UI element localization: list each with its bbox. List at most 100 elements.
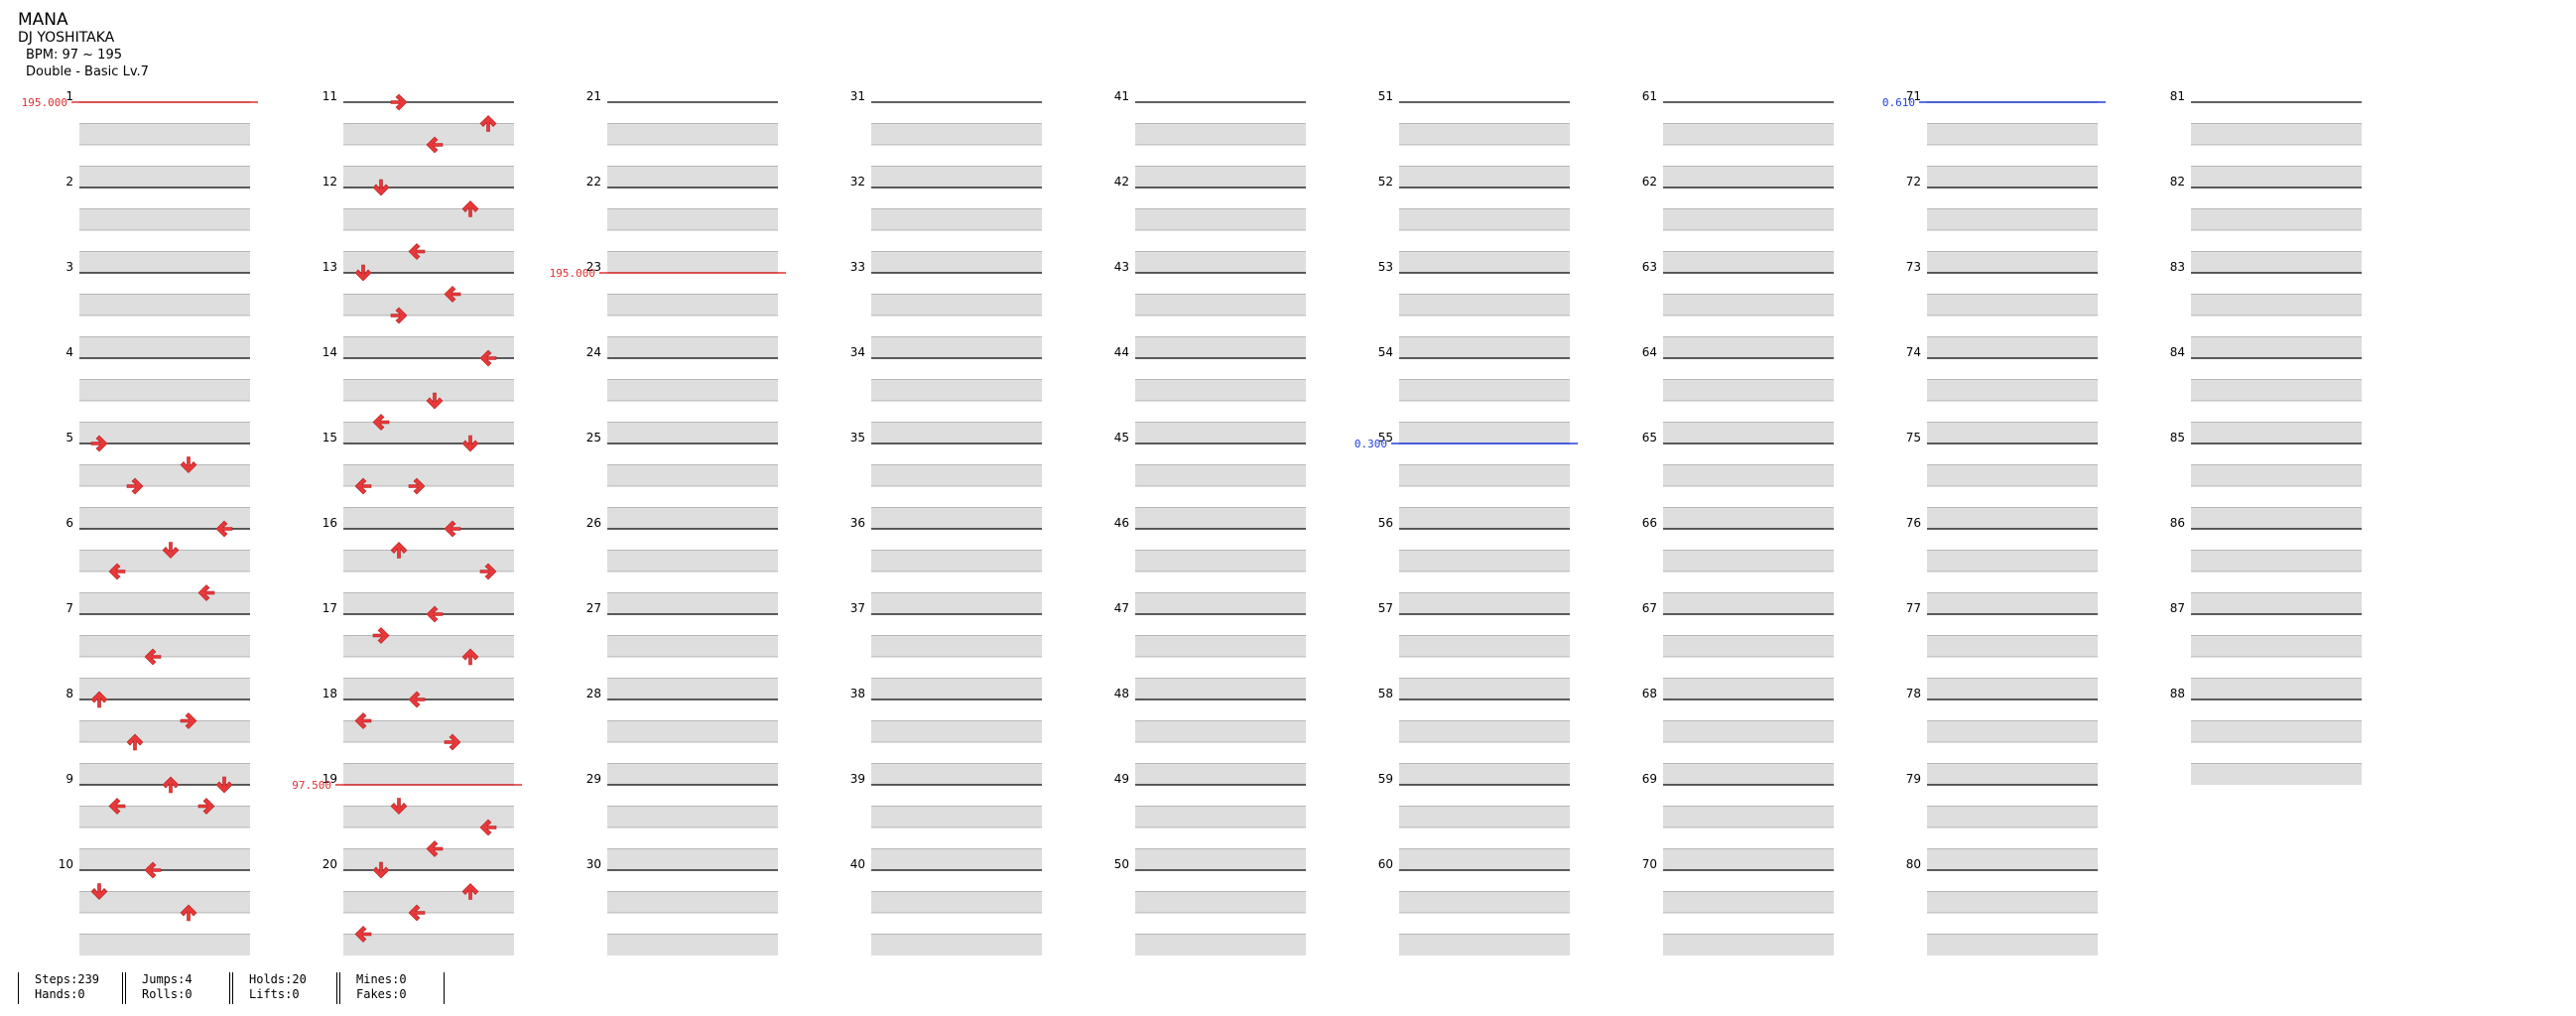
measure-52: 52 — [1378, 175, 1570, 273]
measure-81: 81 — [2170, 89, 2362, 188]
measure-56: 56 — [1378, 516, 1570, 614]
measure-number: 36 — [850, 516, 865, 530]
measure-34: 34 — [850, 345, 1042, 444]
chart-difficulty: Double - Basic Lv.7 — [26, 64, 149, 79]
measure-number: 75 — [1906, 431, 1921, 444]
measure-number: 33 — [850, 260, 865, 274]
arrow-down-icon — [215, 776, 233, 794]
stat-group-mines: Mines:0 Fakes:0 — [339, 972, 445, 1004]
beat-stripe — [79, 166, 250, 188]
measure-80: 80 — [1906, 857, 2098, 955]
beat-stripe — [1399, 507, 1570, 529]
measure-30: 30 — [586, 857, 778, 955]
arrow-up-icon — [180, 904, 197, 922]
measure-number: 11 — [322, 89, 337, 103]
stat-hands: Hands:0 — [35, 987, 85, 1001]
beat-stripe — [1135, 934, 1306, 955]
beat-stripe — [1135, 550, 1306, 572]
beat-stripe — [1927, 934, 2098, 955]
measure-13: 13 — [322, 260, 514, 358]
song-artist: DJ YOSHITAKA — [18, 30, 115, 46]
beat-stripe — [871, 251, 1042, 273]
measure-44: 44 — [1114, 345, 1306, 444]
beat-stripe — [2191, 422, 2362, 444]
measure-17: 17 — [322, 601, 514, 699]
arrow-up-icon — [162, 776, 180, 794]
arrow-up-icon — [90, 691, 108, 708]
arrow-up-icon — [126, 733, 144, 751]
beat-stripe — [343, 208, 514, 230]
beat-stripe — [1399, 550, 1570, 572]
beat-stripe — [1663, 336, 1834, 358]
beat-stripe — [1135, 166, 1306, 188]
measure-50: 50 — [1114, 857, 1306, 955]
beat-stripe — [1399, 166, 1570, 188]
beat-stripe — [1399, 891, 1570, 913]
measure-number: 43 — [1114, 260, 1129, 274]
beat-stripe — [1927, 166, 2098, 188]
measure-number: 1 — [65, 89, 73, 103]
beat-stripe — [343, 166, 514, 188]
measure-37: 37 — [850, 601, 1042, 699]
measure-number: 78 — [1906, 687, 1921, 700]
arrow-down-icon — [372, 179, 390, 196]
measure-number: 82 — [2170, 175, 2185, 189]
arrow-right-icon — [479, 563, 497, 580]
beat-stripe — [79, 294, 250, 316]
beat-stripe — [1399, 422, 1570, 444]
beat-stripe — [607, 550, 778, 572]
measure-41: 41 — [1114, 89, 1306, 188]
measure-number: 7 — [65, 601, 73, 615]
beat-stripe — [1663, 763, 1834, 785]
beat-stripe — [79, 336, 250, 358]
measure-number: 22 — [586, 175, 601, 189]
measure-38: 38 — [850, 687, 1042, 785]
measure-number: 17 — [322, 601, 337, 615]
beat-stripe — [2191, 464, 2362, 486]
beat-stripe — [1663, 422, 1834, 444]
measure-68: 68 — [1642, 687, 1834, 785]
beat-stripe — [871, 123, 1042, 145]
beat-stripe — [343, 763, 514, 785]
arrow-left-icon — [372, 414, 390, 431]
arrow-right-icon — [390, 307, 408, 324]
beat-stripe — [1663, 891, 1834, 913]
measure-number: 51 — [1378, 89, 1393, 103]
measure-9: 9 — [65, 772, 250, 870]
measure-71: 71 — [1906, 89, 2098, 188]
beat-stripe — [1399, 294, 1570, 316]
beat-stripe — [1663, 550, 1834, 572]
measure-number: 44 — [1114, 345, 1129, 359]
beat-stripe — [343, 507, 514, 529]
measure-65: 65 — [1642, 431, 1834, 529]
measure-number: 73 — [1906, 260, 1921, 274]
beat-stripe — [2191, 550, 2362, 572]
measure-number: 10 — [59, 857, 73, 871]
measure-number: 70 — [1642, 857, 1657, 871]
beat-stripe — [607, 123, 778, 145]
beat-stripe — [1927, 550, 2098, 572]
bpm-range: BPM: 97 ~ 195 — [26, 48, 122, 63]
arrow-down-icon — [426, 392, 444, 410]
measure-number: 61 — [1642, 89, 1657, 103]
measure-63: 63 — [1642, 260, 1834, 358]
beat-stripe — [2191, 208, 2362, 230]
beat-stripe — [79, 635, 250, 657]
measure-number: 45 — [1114, 431, 1129, 444]
beat-stripe — [1927, 123, 2098, 145]
beat-stripe — [343, 635, 514, 657]
beat-stripe — [607, 763, 778, 785]
beat-stripe — [1927, 294, 2098, 316]
beat-stripe — [1927, 507, 2098, 529]
measure-number: 77 — [1906, 601, 1921, 615]
measure-number: 18 — [322, 687, 337, 700]
beat-stripe — [343, 678, 514, 699]
beat-stripe — [871, 891, 1042, 913]
beat-stripe — [871, 208, 1042, 230]
beat-stripe — [1927, 720, 2098, 742]
beat-stripe — [1927, 592, 2098, 614]
arrow-left-icon — [354, 926, 372, 943]
measure-number: 50 — [1114, 857, 1129, 871]
measure-number: 80 — [1906, 857, 1921, 871]
beat-stripe — [607, 208, 778, 230]
